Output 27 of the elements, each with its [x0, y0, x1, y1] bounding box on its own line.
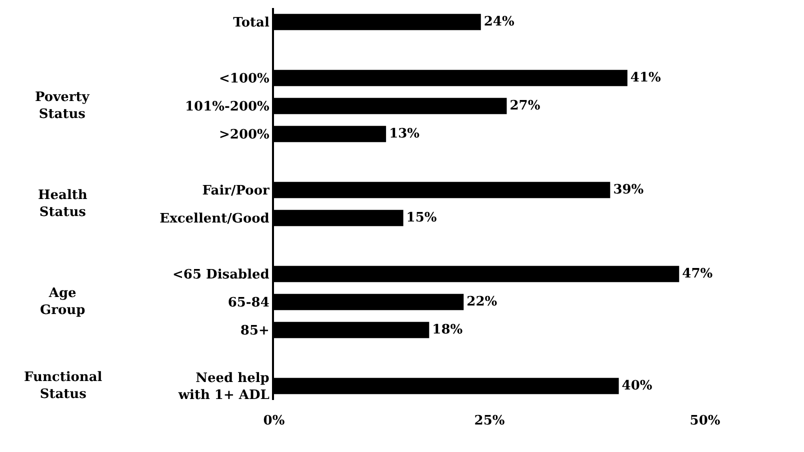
y-tick-label: Fair/Poor: [202, 184, 270, 199]
y-tick-label: <65 Disabled: [172, 268, 270, 283]
text: Age Group: [40, 286, 86, 318]
y-tick-label: >200%: [219, 128, 270, 143]
data-label: 22%: [466, 294, 498, 310]
text: Poverty Status: [35, 90, 90, 122]
y-tick-label: Excellent/Good: [160, 212, 270, 227]
data-label: 27%: [510, 98, 541, 114]
y-tick-label: 65-84: [228, 296, 270, 311]
x-tick-label: 50%: [690, 414, 721, 429]
x-tick-label: 25%: [474, 414, 506, 429]
data-label: 15%: [406, 210, 438, 226]
text: Health Status: [38, 188, 88, 220]
data-label: 24%: [484, 14, 515, 30]
y-tick-label: Need help with 1+ ADL: [177, 371, 270, 403]
data-label: 13%: [389, 126, 420, 142]
text: Functional Status: [24, 370, 102, 402]
data-label: 18%: [432, 322, 464, 338]
data-label: 47%: [682, 266, 714, 282]
data-label: 40%: [622, 378, 653, 394]
data-label: 41%: [630, 70, 662, 86]
y-tick-label: 85+: [240, 324, 270, 339]
y-tick-label: Total: [233, 16, 270, 31]
data-label: 39%: [613, 182, 644, 198]
y-tick-label: <100%: [219, 72, 270, 87]
x-tick-label: 0%: [263, 414, 286, 429]
y-tick-label: 101%-200%: [185, 100, 270, 115]
